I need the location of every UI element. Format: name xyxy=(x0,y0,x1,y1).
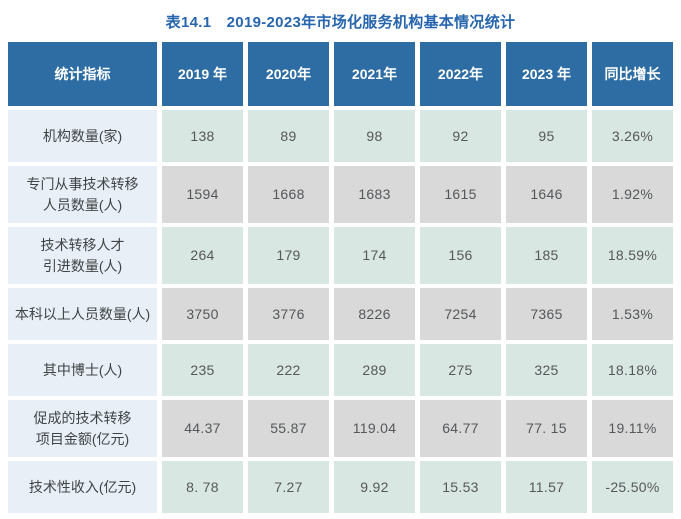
row-label: 其中博士(人) xyxy=(8,344,157,396)
data-cell: 275 xyxy=(420,344,501,396)
row-label: 机构数量(家) xyxy=(8,110,157,162)
data-cell: 1.53% xyxy=(592,288,673,340)
column-header-2021: 2021年 xyxy=(334,42,415,106)
data-cell: 174 xyxy=(334,227,415,284)
data-cell: -25.50% xyxy=(592,461,673,513)
data-cell: 264 xyxy=(162,227,243,284)
data-cell: 1668 xyxy=(248,166,329,223)
data-cell: 325 xyxy=(506,344,587,396)
data-cell: 95 xyxy=(506,110,587,162)
data-cell: 89 xyxy=(248,110,329,162)
data-cell: 11.57 xyxy=(506,461,587,513)
data-cell: 185 xyxy=(506,227,587,284)
data-cell: 15.53 xyxy=(420,461,501,513)
data-cell: 9.92 xyxy=(334,461,415,513)
data-cell: 8. 78 xyxy=(162,461,243,513)
data-cell: 7.27 xyxy=(248,461,329,513)
data-cell: 1615 xyxy=(420,166,501,223)
row-label: 本科以上人员数量(人) xyxy=(8,288,157,340)
data-cell: 138 xyxy=(162,110,243,162)
data-cell: 77. 15 xyxy=(506,400,587,457)
data-cell: 3750 xyxy=(162,288,243,340)
row-label: 促成的技术转移 项目金额(亿元) xyxy=(8,400,157,457)
data-cell: 235 xyxy=(162,344,243,396)
data-cell: 98 xyxy=(334,110,415,162)
column-header-2020: 2020年 xyxy=(248,42,329,106)
data-cell: 3776 xyxy=(248,288,329,340)
column-header-yoy-growth: 同比增长 xyxy=(592,42,673,106)
row-label: 技术性收入(亿元) xyxy=(8,461,157,513)
column-header-2023: 2023 年 xyxy=(506,42,587,106)
data-cell: 7254 xyxy=(420,288,501,340)
data-cell: 92 xyxy=(420,110,501,162)
data-cell: 1.92% xyxy=(592,166,673,223)
data-cell: 64.77 xyxy=(420,400,501,457)
column-header-2019: 2019 年 xyxy=(162,42,243,106)
data-cell: 1646 xyxy=(506,166,587,223)
statistics-table: 统计指标 2019 年 2020年 2021年 2022年 2023 年 同比增… xyxy=(8,42,673,513)
data-cell: 44.37 xyxy=(162,400,243,457)
data-cell: 55.87 xyxy=(248,400,329,457)
data-cell: 18.18% xyxy=(592,344,673,396)
data-cell: 1594 xyxy=(162,166,243,223)
data-cell: 18.59% xyxy=(592,227,673,284)
data-cell: 156 xyxy=(420,227,501,284)
data-cell: 3.26% xyxy=(592,110,673,162)
data-cell: 8226 xyxy=(334,288,415,340)
row-label: 技术转移人才 引进数量(人) xyxy=(8,227,157,284)
data-cell: 19.11% xyxy=(592,400,673,457)
row-label: 专门从事技术转移 人员数量(人) xyxy=(8,166,157,223)
data-cell: 7365 xyxy=(506,288,587,340)
data-cell: 119.04 xyxy=(334,400,415,457)
data-cell: 1683 xyxy=(334,166,415,223)
column-header-2022: 2022年 xyxy=(420,42,501,106)
column-header-indicator: 统计指标 xyxy=(8,42,157,106)
data-cell: 222 xyxy=(248,344,329,396)
data-cell: 289 xyxy=(334,344,415,396)
table-title: 表14.1 2019-2023年市场化服务机构基本情况统计 xyxy=(165,13,516,31)
data-cell: 179 xyxy=(248,227,329,284)
